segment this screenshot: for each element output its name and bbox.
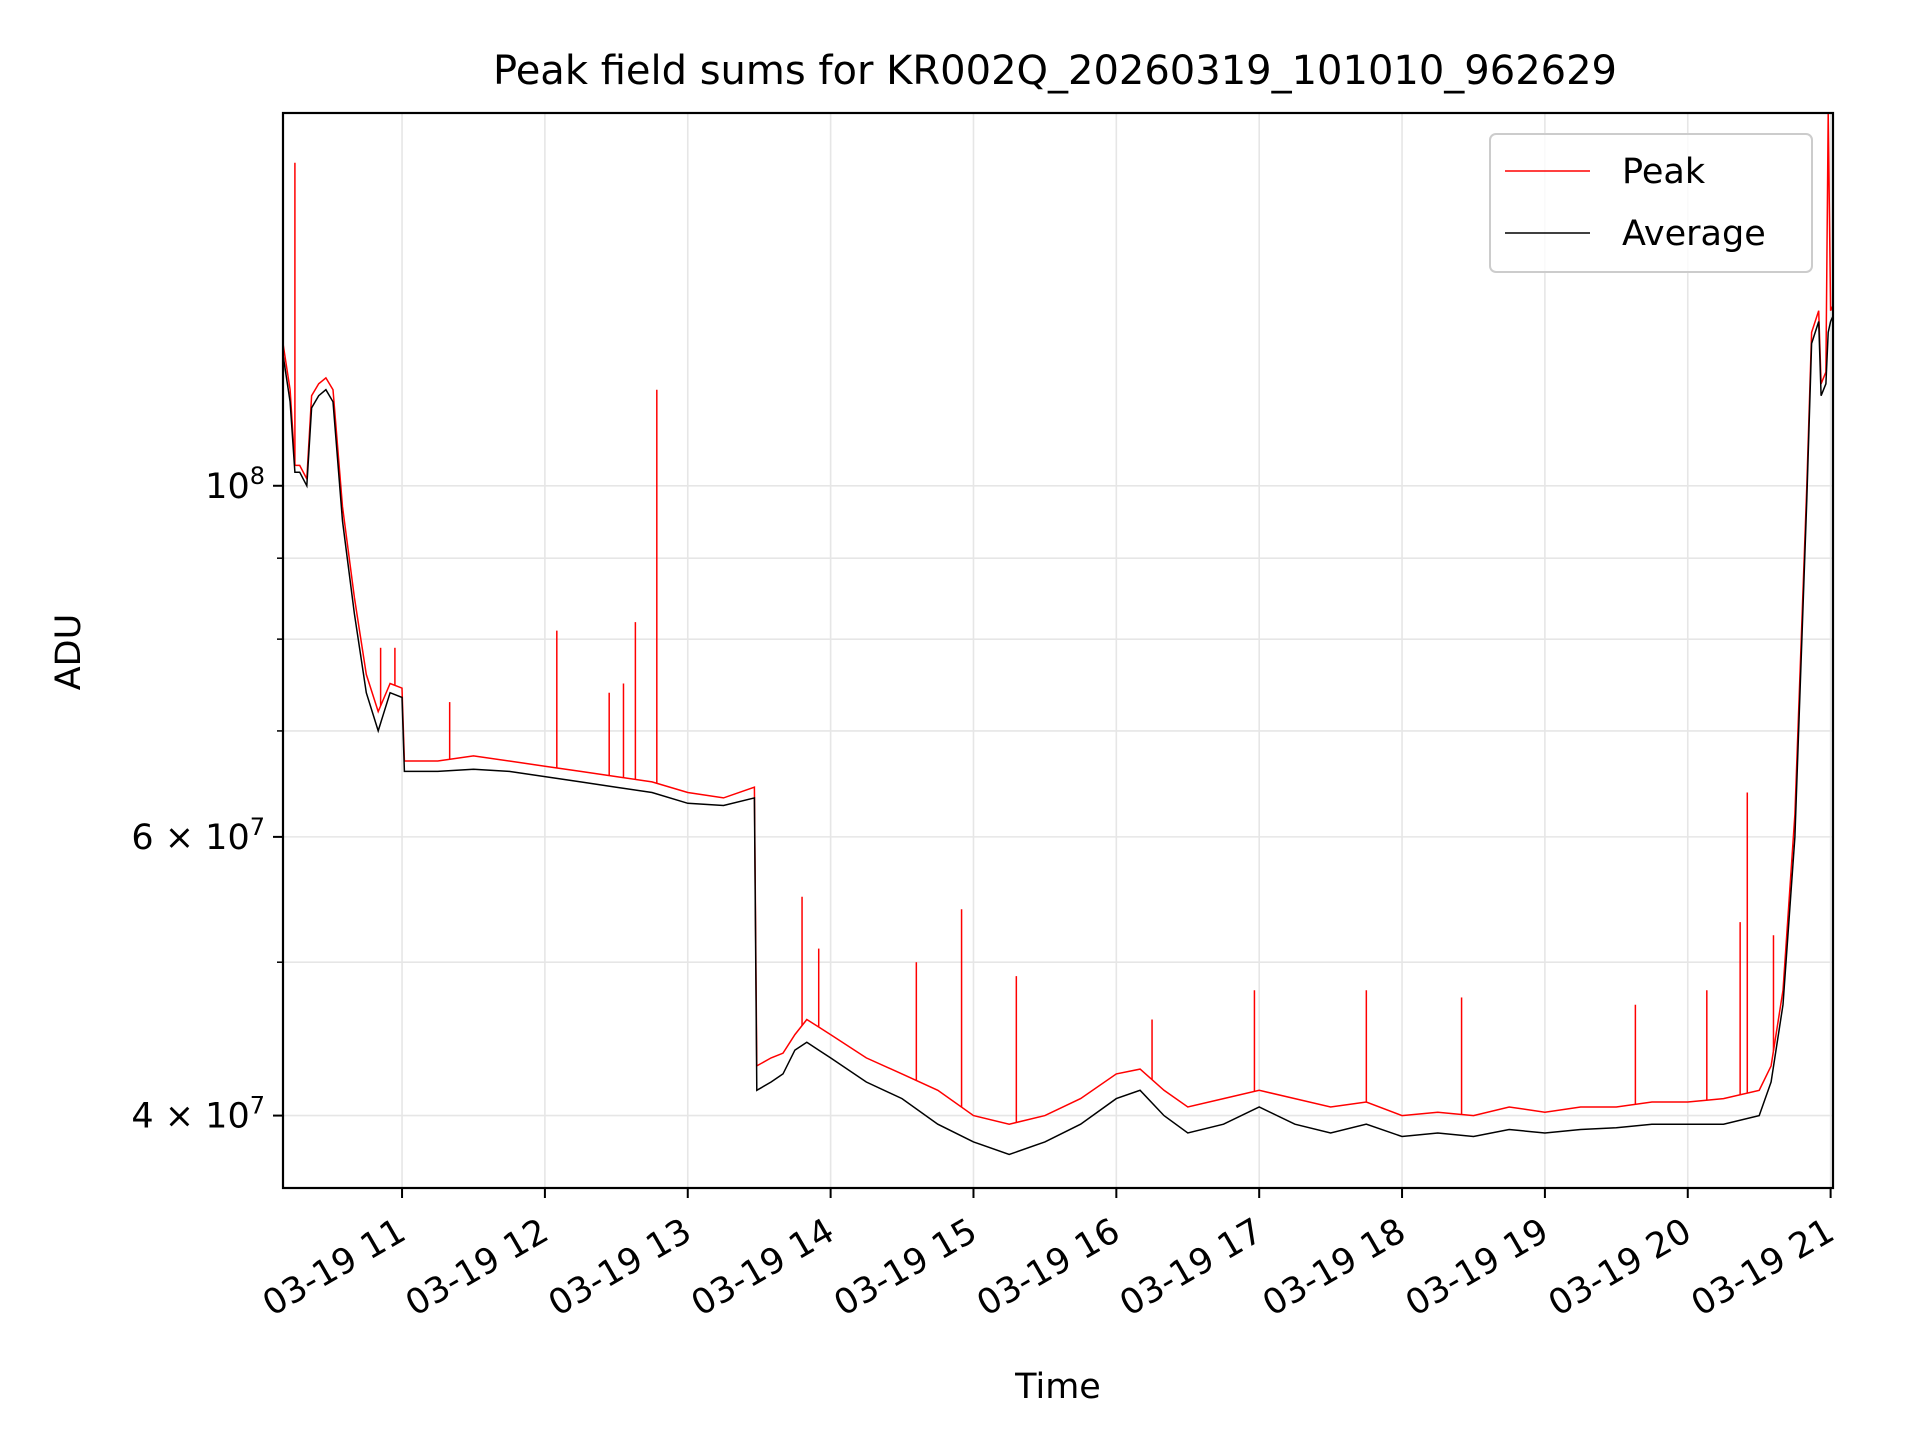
y-axis-label: ADU [49,614,89,691]
legend-box [1489,133,1813,273]
x-axis-label: Time [1014,1367,1101,1407]
legend-label-average: Average [1622,214,1766,254]
series-line-average [283,315,1833,1156]
series-layer [283,113,1833,1156]
y-tick-label: 6 × 107 [131,813,265,858]
series-line-peak [283,113,1833,1125]
plot-frame [281,111,1835,1190]
chart-title: Peak field sums for KR002Q_20260319_1010… [493,48,1617,94]
grid [283,113,1833,1188]
y-tick-label: 4 × 107 [131,1092,265,1137]
legend: Peak Average [1489,133,1813,273]
legend-label-peak: Peak [1622,152,1706,192]
